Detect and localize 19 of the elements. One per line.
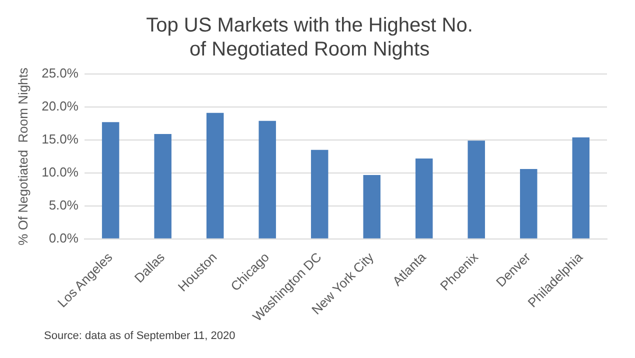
y-tick-label: 5.0% (48, 198, 79, 213)
bar (310, 150, 328, 238)
bar (468, 140, 485, 238)
y-tick-label: 15.0% (42, 132, 79, 147)
bar (520, 169, 538, 238)
source-note: Source: data as of September 11, 2020 (44, 330, 236, 342)
y-axis-title: % Of Negotiated Room Nights (15, 67, 30, 246)
bar (363, 174, 380, 238)
y-tick-label: 20.0% (42, 98, 79, 114)
y-tick-label: 10.0% (42, 164, 79, 180)
bar (102, 122, 120, 238)
bar (206, 112, 224, 238)
bar (258, 120, 276, 238)
bar (154, 134, 172, 238)
y-tick-label: 25.0% (42, 66, 79, 81)
bar (572, 137, 590, 238)
y-tick-label: 0.0% (48, 230, 79, 246)
chart-title: Top US Markets with the Highest No. of Negotiated Room Nights (146, 14, 473, 61)
bar (415, 158, 433, 238)
